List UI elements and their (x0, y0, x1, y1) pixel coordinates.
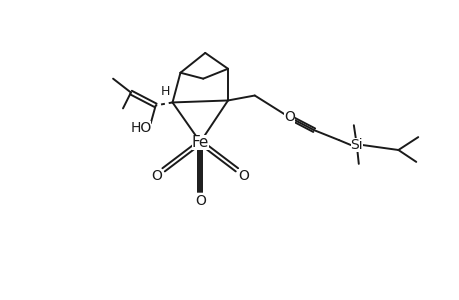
Text: Si: Si (350, 138, 362, 152)
Text: O: O (195, 194, 205, 208)
Text: Fe: Fe (191, 135, 208, 150)
Text: O: O (238, 169, 249, 183)
Text: O: O (151, 169, 162, 183)
Text: HO: HO (130, 121, 151, 135)
Text: O: O (283, 110, 294, 124)
Text: H: H (161, 85, 170, 98)
